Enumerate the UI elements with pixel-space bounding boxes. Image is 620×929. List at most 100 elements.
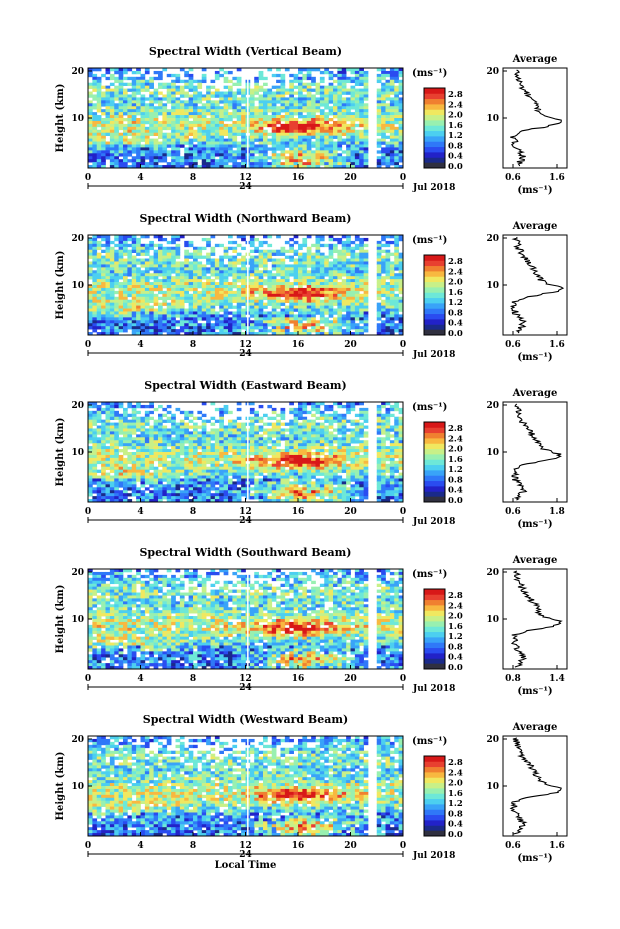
heatmap-cell — [184, 326, 189, 330]
heatmap-cell — [219, 299, 224, 303]
heatmap-cell — [228, 91, 233, 95]
heatmap-cell — [92, 463, 98, 468]
heatmap-cell — [341, 97, 347, 101]
heatmap-cell — [333, 276, 338, 280]
heatmap-cell — [289, 237, 294, 242]
heatmap-cell — [179, 419, 185, 423]
heatmap-cell — [214, 141, 220, 145]
heatmap-cell — [228, 317, 233, 321]
x-tick-label: 12 — [239, 340, 252, 350]
heatmap-cell — [101, 276, 106, 280]
heatmap-cell — [315, 123, 321, 128]
heatmap-cell — [280, 79, 286, 84]
heatmap-cell — [328, 153, 334, 157]
heatmap-cell — [188, 431, 194, 435]
heatmap-cell — [284, 165, 290, 169]
heatmap-cell — [315, 82, 321, 86]
heatmap-cell — [236, 332, 242, 336]
heatmap-cell — [249, 123, 255, 128]
heatmap-cell — [381, 270, 386, 274]
heatmap-cell — [381, 70, 386, 75]
heatmap-cell — [179, 490, 185, 494]
heatmap-cell — [96, 323, 102, 327]
heatmap-cell — [276, 141, 281, 145]
heatmap-cell — [197, 94, 203, 98]
heatmap-cell — [118, 100, 124, 104]
panel: Spectral Width (Northward Beam)2010Heigh… — [55, 212, 568, 363]
heatmap-cell — [184, 243, 189, 248]
heatmap-cell — [258, 279, 264, 283]
heatmap-cell — [328, 73, 334, 78]
heatmap-cell — [271, 120, 277, 125]
heatmap-cell — [131, 452, 137, 456]
heatmap-cell — [219, 73, 224, 78]
heatmap-cell — [175, 285, 181, 289]
heatmap-cell — [188, 100, 194, 104]
heatmap-cell — [210, 112, 216, 116]
heatmap-cell — [171, 454, 176, 459]
heatmap-cell — [302, 153, 308, 157]
heatmap-cell — [302, 106, 308, 110]
heatmap-cell — [153, 425, 159, 429]
heatmap-cell — [206, 472, 211, 476]
heatmap-cell — [123, 156, 128, 160]
heatmap-cell — [166, 112, 172, 116]
heatmap-cell — [210, 305, 216, 309]
heatmap-cell — [298, 100, 303, 104]
heatmap-cell — [158, 120, 163, 125]
heatmap-cell — [254, 258, 259, 262]
heatmap-cell — [114, 276, 119, 280]
heatmap-cell — [179, 88, 185, 92]
heatmap-cell — [271, 293, 277, 298]
heatmap-cell — [109, 437, 115, 441]
heatmap-cell — [267, 106, 273, 110]
heatmap-cell — [127, 252, 133, 256]
heatmap-cell — [241, 276, 246, 280]
heatmap-cell — [293, 240, 299, 245]
heatmap-cell — [381, 112, 386, 116]
heatmap-cell — [232, 267, 238, 271]
heatmap-cell — [197, 311, 203, 315]
heatmap-cell — [171, 440, 176, 444]
heatmap-cell — [101, 123, 106, 128]
heatmap-cell — [333, 293, 338, 298]
heatmap-cell — [341, 264, 347, 268]
heatmap-cell — [293, 129, 299, 134]
heatmap-cell — [166, 285, 172, 289]
heatmap-cell — [92, 118, 98, 122]
heatmap-cell — [144, 85, 150, 89]
heatmap-cell — [136, 162, 141, 166]
heatmap-cell — [346, 156, 351, 160]
heatmap-cell — [254, 314, 259, 318]
heatmap-cell — [131, 103, 137, 107]
heatmap-cell — [201, 276, 207, 280]
heatmap-cell — [166, 123, 172, 128]
heatmap-cell — [319, 282, 325, 286]
heatmap-cell — [96, 276, 102, 280]
heatmap-cell — [311, 162, 316, 166]
heatmap-cell — [333, 264, 338, 268]
heatmap-cell — [118, 97, 124, 101]
heatmap-cell — [127, 443, 133, 447]
heatmap-cell — [96, 305, 102, 309]
heatmap-cell — [254, 287, 259, 292]
heatmap-cell — [96, 496, 102, 500]
heatmap-cell — [131, 100, 137, 104]
heatmap-cell — [96, 404, 102, 409]
heatmap-cell — [385, 308, 391, 312]
heatmap-cell — [236, 323, 242, 327]
heatmap-cell — [333, 162, 338, 166]
heatmap-cell — [88, 332, 93, 336]
heatmap-cell — [354, 88, 360, 92]
heatmap-cell — [105, 252, 111, 256]
heatmap-cell — [280, 147, 286, 151]
heatmap-cell — [118, 103, 124, 107]
heatmap-cell — [109, 126, 115, 131]
heatmap-cell — [193, 434, 198, 438]
heatmap-cell — [333, 317, 338, 321]
heatmap-cell — [398, 317, 404, 321]
heatmap-cell — [96, 293, 102, 298]
heatmap-cell — [88, 264, 93, 268]
heatmap-cell — [105, 235, 111, 239]
heatmap-cell — [175, 332, 181, 336]
